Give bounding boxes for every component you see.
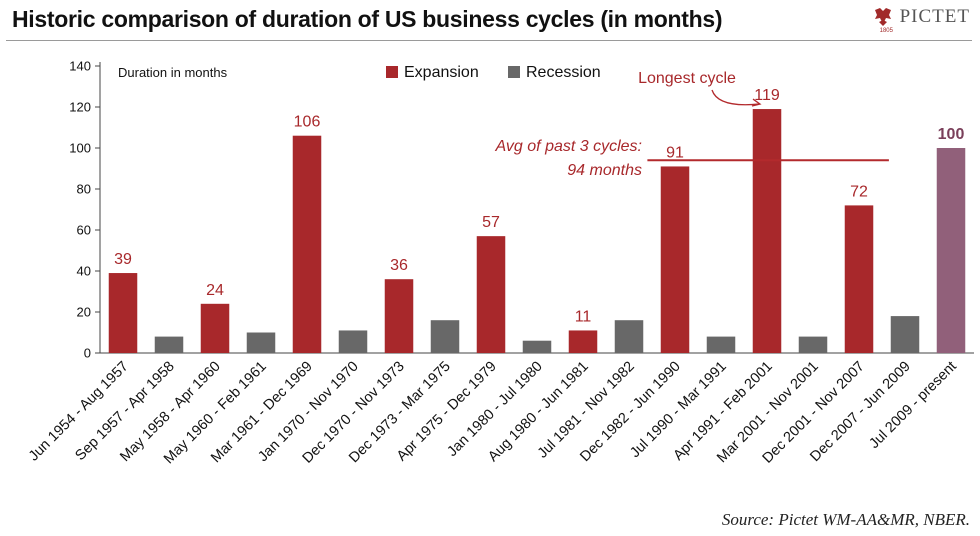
- bar-expansion: [476, 236, 506, 353]
- bar-expansion: [384, 279, 414, 353]
- bar-expansion: [200, 303, 230, 353]
- bar-expansion: [108, 273, 138, 353]
- data-label: 119: [754, 87, 780, 104]
- bar-recession: [430, 320, 460, 353]
- data-label: 11: [575, 308, 592, 325]
- data-label: 72: [850, 183, 868, 200]
- y-tick-label: 120: [69, 100, 91, 115]
- data-label: 100: [938, 126, 965, 143]
- bar-expansion: [752, 109, 782, 353]
- pictet-logo: PICTET 1805: [872, 6, 970, 34]
- data-label: 39: [114, 251, 132, 268]
- average-label-line2: 94 months: [567, 162, 642, 179]
- bar-recession: [706, 336, 736, 353]
- bar-recession: [246, 332, 276, 353]
- bar-recession: [798, 336, 828, 353]
- bar-current: [936, 148, 966, 353]
- bar-expansion: [844, 205, 874, 353]
- arrow-head-icon: [751, 98, 762, 107]
- legend-swatch-expansion: [386, 66, 398, 78]
- data-label: 24: [206, 282, 224, 299]
- bar-expansion: [660, 166, 690, 353]
- x-tick-label: Jul 2009 - present: [866, 359, 959, 452]
- longest-cycle-arrow: [711, 89, 760, 106]
- y-tick-label: 80: [77, 182, 91, 197]
- bar-expansion: [292, 135, 322, 353]
- y-tick-label: 140: [69, 59, 91, 74]
- chart-title: Historic comparison of duration of US bu…: [12, 6, 723, 32]
- longest-cycle-label: Longest cycle: [638, 70, 736, 87]
- y-tick-label: 40: [77, 264, 91, 279]
- title-rule: [6, 40, 972, 41]
- data-label: 36: [390, 257, 408, 274]
- pictet-emblem-icon: [874, 8, 891, 26]
- bar-expansion: [568, 330, 598, 353]
- y-tick-label: 100: [69, 141, 91, 156]
- y-axis-title: Duration in months: [118, 65, 228, 80]
- bar-recession: [614, 320, 644, 353]
- data-label: 106: [294, 114, 321, 131]
- pictet-year: 1805: [879, 28, 893, 34]
- y-tick-label: 0: [84, 346, 91, 361]
- data-label: 91: [666, 144, 684, 161]
- y-tick-label: 60: [77, 223, 91, 238]
- legend-label-recession: Recession: [526, 64, 601, 81]
- pictet-wordmark: PICTET: [899, 6, 970, 27]
- legend-label-expansion: Expansion: [404, 64, 479, 81]
- source-note: Source: Pictet WM-AA&MR, NBER.: [721, 510, 970, 529]
- bar-recession: [522, 340, 552, 353]
- y-tick-label: 20: [77, 305, 91, 320]
- bar-recession: [154, 336, 184, 353]
- bar-recession: [338, 330, 368, 353]
- legend-swatch-recession: [508, 66, 520, 78]
- data-label: 57: [482, 214, 500, 231]
- average-label-line1: Avg of past 3 cycles:: [495, 138, 642, 155]
- bar-recession: [890, 316, 920, 353]
